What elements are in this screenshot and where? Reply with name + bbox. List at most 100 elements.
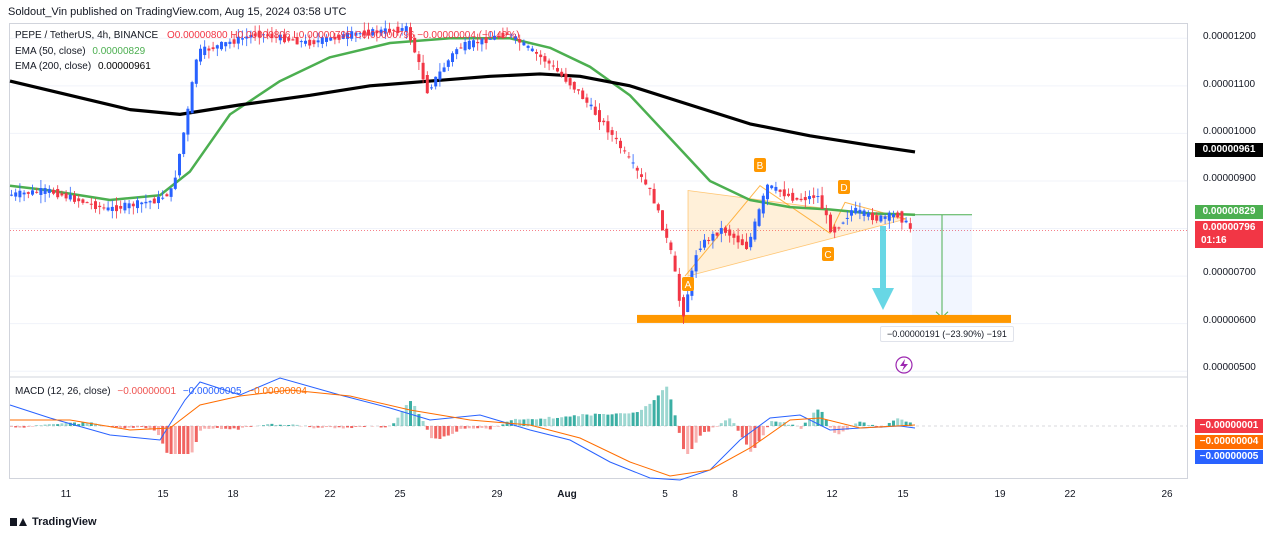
- candle-body: [551, 65, 555, 67]
- candle-body: [266, 34, 270, 36]
- candle-body: [585, 97, 589, 103]
- candle-body: [682, 297, 685, 317]
- x-tick: 5: [662, 489, 668, 500]
- candle-body: [358, 33, 362, 35]
- candle-body: [379, 29, 383, 34]
- macd-histogram-bar: [560, 417, 564, 426]
- macd-histogram-bar: [677, 426, 681, 433]
- macd-histogram-bar: [690, 426, 694, 450]
- macd-histogram-bar: [589, 415, 593, 426]
- candle-body: [224, 42, 228, 47]
- tradingview-logo-icon: [10, 516, 28, 528]
- candle-body: [669, 242, 673, 251]
- candle-body: [644, 179, 648, 185]
- candle-body: [329, 37, 333, 41]
- macd-histogram-bar: [480, 426, 484, 428]
- macd-histogram-bar: [236, 426, 240, 430]
- y-tick: 0.00001100: [1203, 79, 1256, 90]
- candle-body: [392, 29, 396, 31]
- triangle-pattern: [687, 190, 907, 277]
- macd-histogram-bar: [631, 412, 635, 426]
- candle-body: [484, 37, 488, 44]
- macd-histogram-bar: [350, 426, 354, 429]
- candle-body: [26, 192, 30, 194]
- macd-histogram-bar: [262, 425, 265, 426]
- macd-histogram-bar: [719, 423, 723, 426]
- x-tick: 22: [1064, 489, 1076, 500]
- macd-histogram-bar: [619, 413, 622, 426]
- candle-body: [787, 193, 790, 196]
- candle-body: [434, 76, 438, 87]
- macd-histogram-bar: [131, 426, 135, 428]
- macd-histogram-bar: [31, 426, 34, 427]
- candle-body: [736, 235, 740, 243]
- pattern-point-badge: [682, 277, 694, 291]
- candle-body: [627, 156, 631, 158]
- macd-histogram-bar: [283, 425, 286, 426]
- candle-body: [908, 223, 912, 229]
- macd-histogram-bar: [379, 426, 383, 428]
- candle-body: [879, 215, 883, 222]
- candle-body: [656, 204, 660, 211]
- candle-body: [383, 28, 387, 34]
- candle-body: [257, 30, 261, 38]
- candle-body: [497, 36, 501, 38]
- macd-histogram-bar: [178, 426, 181, 454]
- macd-histogram-bar: [572, 415, 576, 426]
- footer-brand[interactable]: TradingView: [10, 516, 97, 528]
- pattern-point-label: D: [840, 183, 847, 194]
- candle-body: [782, 189, 786, 197]
- x-tick: 15: [897, 489, 909, 500]
- candle-body: [89, 203, 93, 205]
- candle-body: [241, 38, 244, 40]
- candle-body: [900, 211, 904, 223]
- candle-body: [64, 193, 68, 199]
- macd-histogram-bar: [551, 418, 555, 426]
- pattern-point-badge: [838, 180, 850, 194]
- candle-body: [152, 198, 156, 204]
- legend-symbol: PEPE / TetherUS, 4h, BINANCE: [15, 30, 159, 41]
- legend-macd-signal: −0.00000004: [248, 386, 307, 397]
- macd-histogram-bar: [724, 420, 727, 426]
- candle-body: [102, 207, 106, 209]
- candle-body: [703, 239, 706, 248]
- ema200-line: [9, 72, 916, 154]
- macd-histogram-bar: [119, 426, 123, 429]
- candle-body: [346, 32, 349, 39]
- macd-histogram-bar: [383, 426, 387, 428]
- candle-body: [400, 28, 404, 31]
- macd-histogram-bar: [770, 421, 774, 426]
- candle-body: [816, 196, 820, 198]
- candle-body: [110, 206, 114, 211]
- abcd-pattern-line: [684, 185, 907, 277]
- candle-body: [337, 34, 341, 40]
- candle-body: [766, 184, 769, 200]
- legend-ema200-row: EMA (200, close) 0.00000961: [15, 61, 151, 72]
- macd-histogram-bar: [194, 426, 198, 443]
- candle-body: [140, 202, 144, 205]
- candle-body: [131, 203, 135, 207]
- candle-body: [169, 188, 173, 197]
- candle-body: [73, 195, 76, 202]
- macd-histogram-bar: [900, 419, 904, 426]
- candle-body: [812, 195, 816, 198]
- macd-histogram-bar: [337, 426, 341, 428]
- candle-body: [115, 205, 118, 212]
- candle-body: [333, 36, 337, 40]
- macd-histogram-bar: [333, 426, 337, 429]
- candle-body: [866, 212, 870, 217]
- candle-body: [367, 29, 370, 36]
- macd-histogram-bar: [644, 406, 648, 426]
- macd-histogram-bar: [207, 426, 211, 429]
- macd-histogram-bar: [858, 421, 862, 426]
- candle-body: [312, 40, 316, 45]
- candle-body: [295, 37, 299, 45]
- legend-ema50-value: 0.00000829: [92, 46, 146, 57]
- macd-histogram-bar: [14, 426, 18, 428]
- legend-ema200-value: 0.00000961: [97, 61, 151, 72]
- macd-histogram-bar: [18, 426, 22, 428]
- support-band: [637, 314, 1011, 323]
- macd-histogram-bar: [606, 414, 610, 426]
- macd-histogram-bar: [854, 423, 858, 426]
